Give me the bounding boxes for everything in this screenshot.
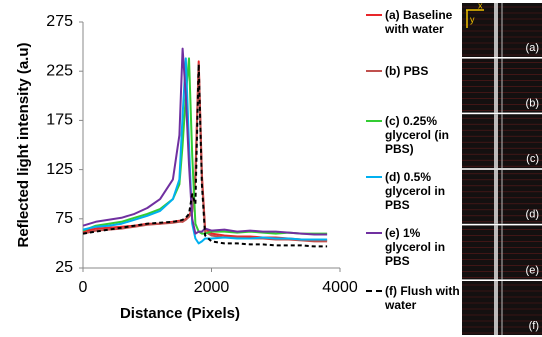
panel-streak [494, 3, 498, 57]
panel-streak [494, 59, 498, 113]
panel-streak [494, 225, 498, 279]
series-line [83, 61, 327, 240]
legend-entry: (c) 0.25% glycerol (in PBS) [366, 114, 462, 156]
legend-entry: (b) PBS [366, 64, 462, 78]
image-panel: (e) [462, 225, 542, 279]
legend-entry: (e) 1% glycerol in PBS [366, 226, 462, 268]
panel-label: (f) [529, 320, 539, 332]
figure: Distance (Pixels) Reflected light intens… [0, 0, 542, 337]
image-panel: (a) [462, 3, 542, 57]
series-line [83, 64, 327, 241]
y-tick-label: 175 [46, 112, 73, 129]
series-line [83, 58, 327, 233]
image-panel: (d) [462, 170, 542, 224]
legend-swatch [366, 176, 382, 178]
legend-swatch [366, 120, 382, 122]
x-axis-label: Distance (Pixels) [120, 305, 240, 322]
axis-y-label: y [470, 14, 475, 24]
legend-swatch [366, 232, 382, 234]
panel-label: (e) [526, 264, 539, 276]
panel-streak [494, 114, 498, 168]
legend-swatch [366, 290, 382, 292]
y-tick-label: 125 [46, 161, 73, 178]
panel-label: (c) [526, 153, 539, 165]
panel-label: (d) [526, 209, 539, 221]
legend-swatch [366, 14, 382, 16]
legend-swatch [366, 70, 382, 72]
legend-entry: (a) Baseline with water [366, 8, 462, 36]
panel-label: (a) [526, 42, 539, 54]
y-tick-label: 75 [55, 210, 73, 227]
x-tick-label: 2000 [194, 279, 230, 296]
legend-entry: (f) Flush with water [366, 284, 462, 312]
y-tick-label: 225 [46, 62, 73, 79]
image-panel: (b) [462, 59, 542, 113]
panel-streak [494, 170, 498, 224]
panel-streak [494, 281, 498, 335]
legend-label: (a) Baseline with water [366, 8, 462, 36]
y-axis-label: Reflected light intensity (a.u) [15, 42, 32, 247]
series-line [83, 49, 327, 235]
axis-x-label: x [478, 0, 483, 10]
y-tick-label: 25 [55, 259, 73, 276]
panel-label: (b) [526, 98, 539, 110]
image-panel: (c) [462, 114, 542, 168]
legend-label: (f) Flush with water [366, 284, 462, 312]
x-tick-label: 4000 [322, 279, 358, 296]
y-tick-label: 275 [46, 13, 73, 30]
x-tick-label: 0 [79, 279, 88, 296]
image-panel: (f) [462, 281, 542, 335]
legend-entry: (d) 0.5% glycerol in PBS [366, 170, 462, 212]
